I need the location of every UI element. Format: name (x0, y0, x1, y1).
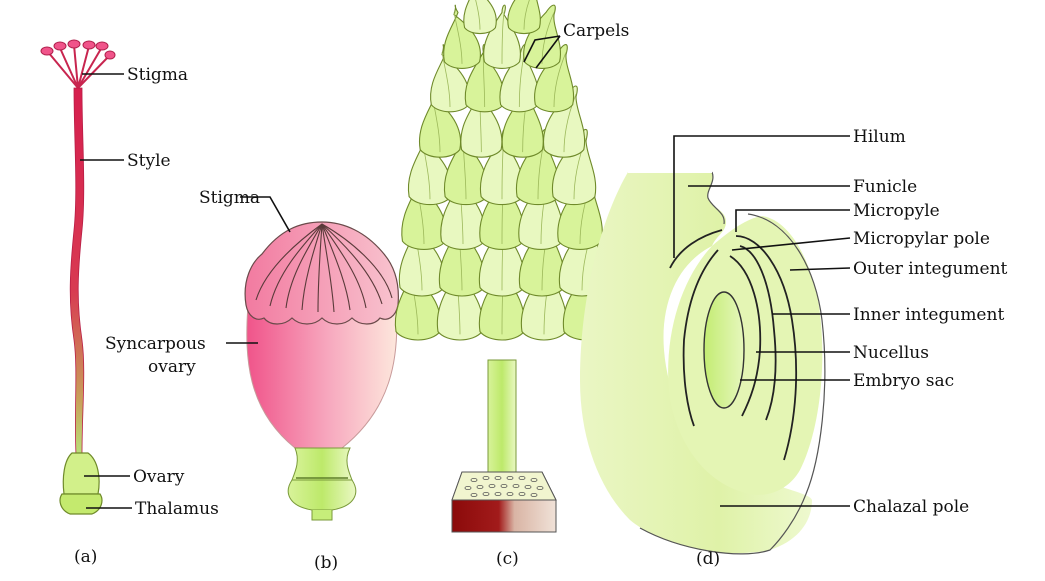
panel-b-ovary (246, 304, 398, 449)
panel-a-style (69, 87, 85, 456)
label-d-chalazal-pole: Chalazal pole (853, 497, 969, 517)
label-a-stigma: Stigma (127, 65, 188, 85)
label-a-thalamus: Thalamus (135, 499, 219, 519)
panel-c-carpels (394, 0, 610, 341)
panel-d-embryo-sac (703, 291, 745, 409)
carpel (507, 0, 541, 35)
leader-lines (80, 35, 851, 509)
label-d-inner-integument: Inner integument (853, 305, 1004, 325)
panel-c-axis (487, 359, 517, 473)
panel-c-receptacle-pits (464, 475, 544, 497)
labels: Stigma Style Ovary Thalamus Stigma Synca… (74, 21, 1008, 573)
carpel-midrib (523, 0, 530, 30)
label-a-ovary: Ovary (133, 467, 185, 487)
panel-b-stigma-cap (244, 221, 399, 325)
label-b-stigma: Stigma (199, 188, 260, 208)
panel-a-thalamus (59, 493, 103, 515)
carpel (463, 0, 497, 35)
carpel-midrib (553, 52, 567, 108)
panel-a-illustration (40, 39, 116, 515)
label-d-micropylar-pole: Micropylar pole (853, 229, 990, 249)
panel-a-ovary (62, 452, 100, 495)
label-d-embryo-sac: Embryo sac (853, 371, 954, 391)
label-d-hilum: Hilum (853, 127, 906, 147)
panel-c-illustration (394, 0, 610, 533)
caption-c: (c) (496, 549, 519, 569)
label-b-syncarpous: Syncarpous (105, 334, 206, 354)
panel-b-stigma-ridges (255, 223, 393, 313)
carpel-midrib (441, 52, 451, 108)
label-d-outer-integument: Outer integument (853, 259, 1008, 279)
label-b-ovary: ovary (148, 357, 196, 377)
caption-a: (a) (74, 547, 97, 567)
panel-d-ovule-body (580, 172, 812, 554)
panel-d-integument-lines (669, 229, 798, 461)
panel-d-illustration (580, 171, 826, 555)
carpel-midrib (501, 12, 505, 64)
carpel-midrib (475, 0, 481, 30)
panel-d-outline (639, 171, 826, 555)
label-d-nucellus: Nucellus (853, 343, 929, 363)
panel-b-illustration (244, 221, 399, 521)
panel-a-stigma-lobes (40, 39, 116, 89)
label-a-style: Style (127, 151, 171, 171)
label-d-micropyle: Micropyle (853, 201, 940, 221)
panel-b-neck (291, 447, 353, 481)
carpel (430, 44, 471, 113)
carpel-midrib (563, 94, 577, 153)
panel-b-collar (287, 479, 357, 511)
label-c-carpels: Carpels (563, 21, 629, 41)
caption-d: (d) (696, 549, 720, 569)
carpel (443, 4, 481, 69)
label-d-funicle: Funicle (853, 177, 917, 197)
carpel-midrib (453, 12, 463, 64)
caption-b: (b) (314, 553, 338, 573)
